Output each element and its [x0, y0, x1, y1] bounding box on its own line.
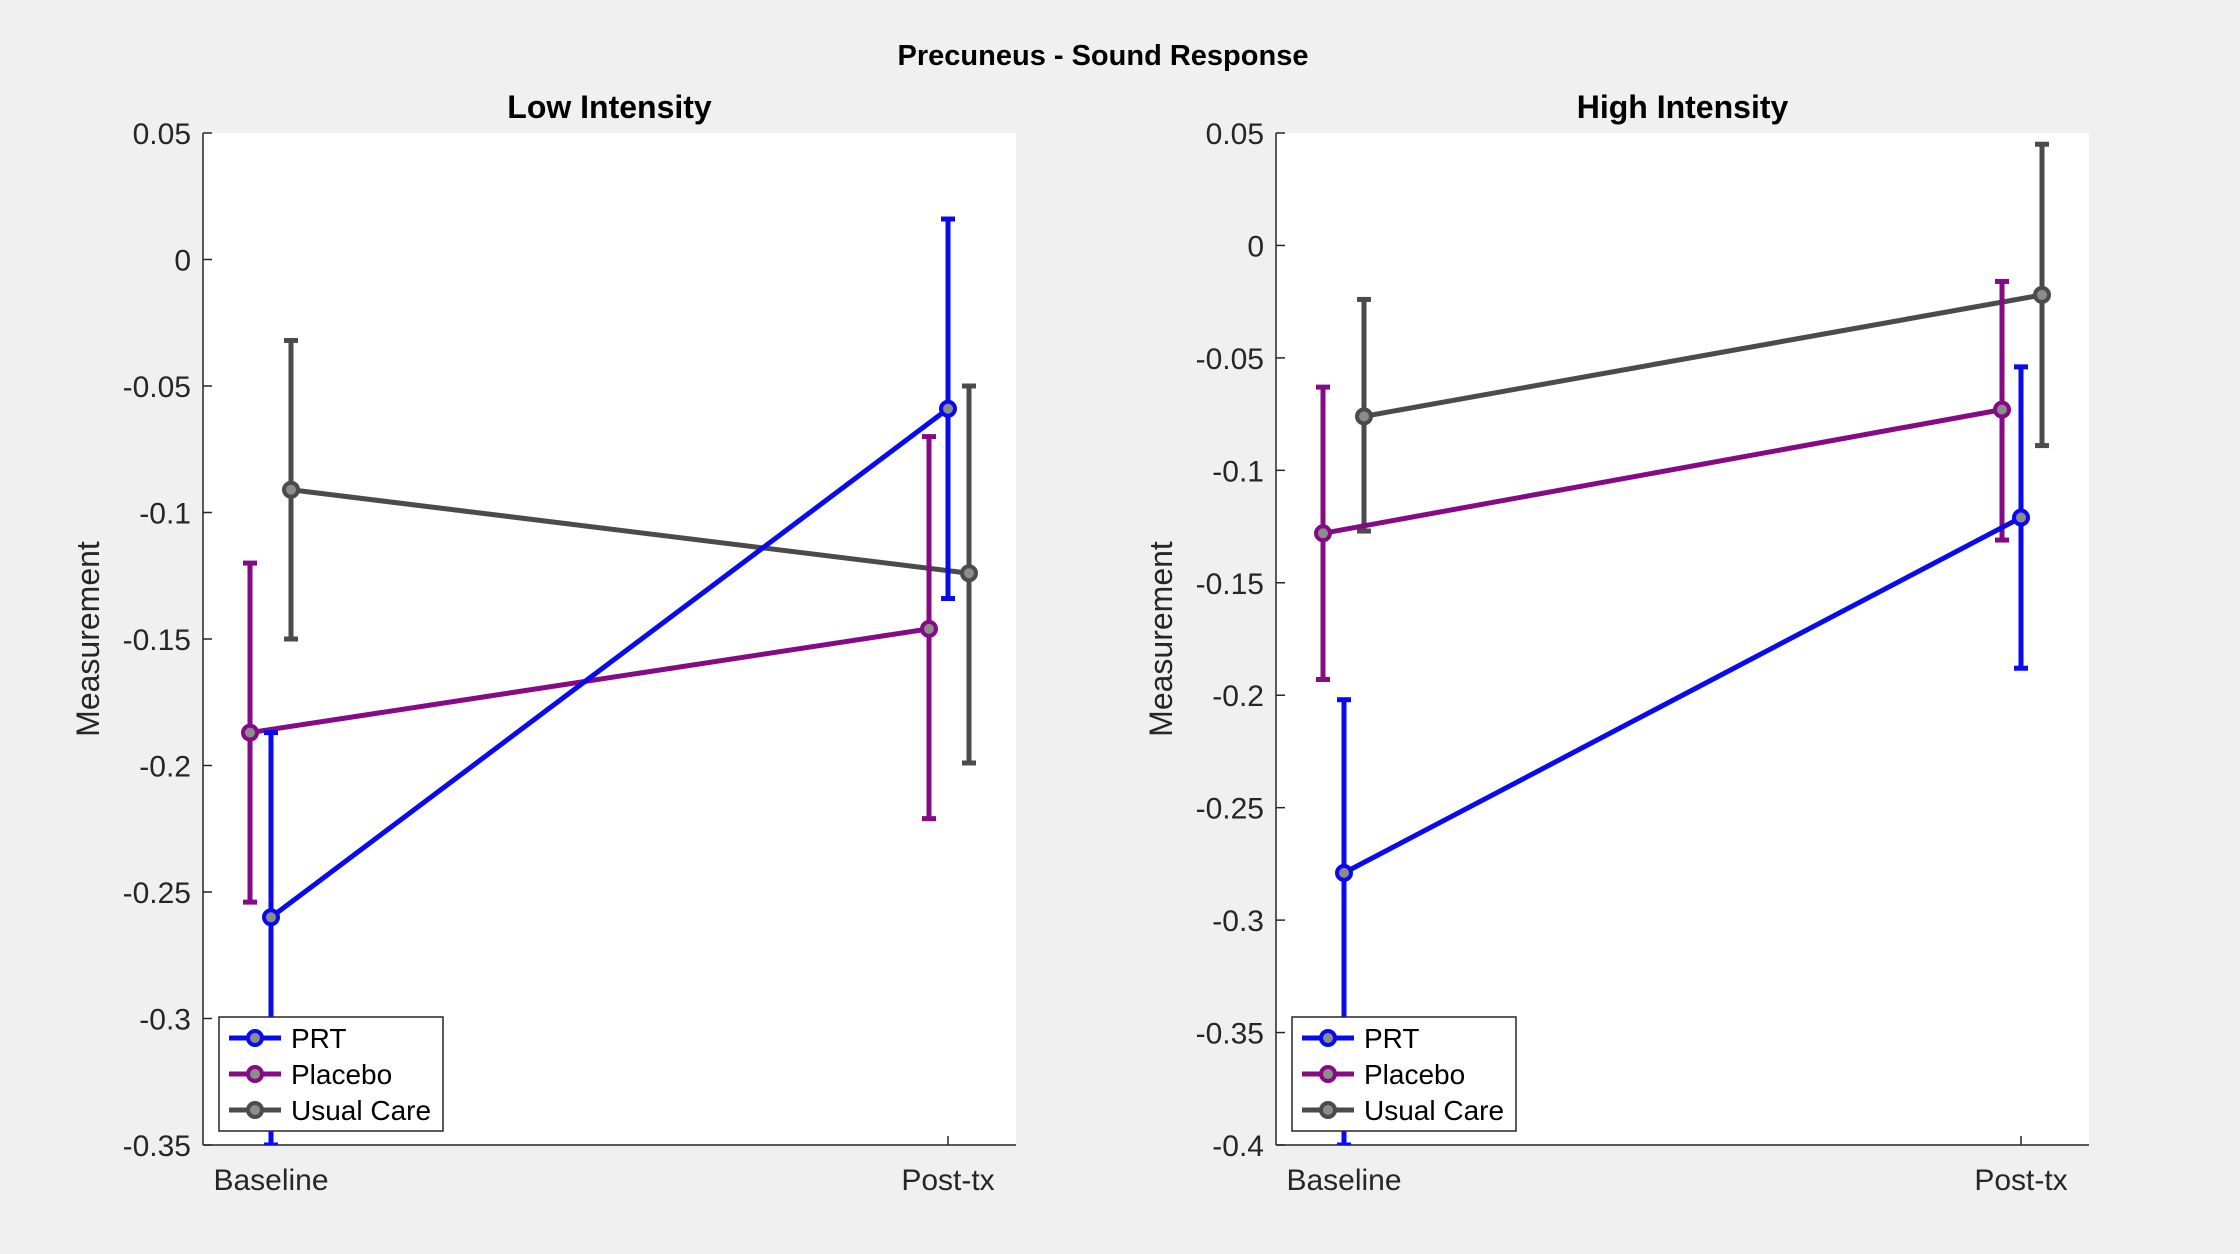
axes-background: [1276, 133, 2089, 1145]
legend: PRT Placebo Usual Care: [218, 1016, 444, 1132]
series-line-placebo: [1322, 407, 2003, 536]
series-usual-care: [282, 337, 978, 766]
y-tick-label: 0: [174, 245, 191, 278]
axes-background: [203, 133, 1016, 1145]
y-tick-label: -0.15: [123, 624, 191, 657]
legend-swatch-marker-prt: [246, 1029, 264, 1047]
legend-label-usual-care: Usual Care: [291, 1095, 431, 1126]
y-tick-label: -0.1: [139, 498, 191, 531]
series-line-usual-care: [290, 487, 970, 576]
legend: PRT Placebo Usual Care: [1291, 1016, 1517, 1132]
data-point-usual-care: [282, 480, 300, 499]
plot-area: [241, 216, 978, 1145]
y-tick-label: -0.25: [123, 877, 191, 910]
series-line-prt: [1342, 515, 2023, 876]
data-point-usual-care: [960, 564, 978, 583]
y-tick-label: -0.2: [1212, 680, 1264, 713]
y-tick-label: 0.05: [133, 118, 191, 151]
series-placebo: [1314, 278, 2011, 682]
y-tick-label: -0.2: [139, 751, 191, 784]
y-tick-label: -0.3: [139, 1004, 191, 1037]
legend-swatch-marker-placebo: [1319, 1065, 1337, 1083]
legend-label-prt: PRT: [1364, 1023, 1420, 1054]
data-point-placebo: [241, 723, 259, 742]
data-point-placebo: [1314, 524, 1332, 543]
plot-area: [1314, 141, 2051, 1145]
y-tick-label: -0.05: [123, 371, 191, 404]
axes-title: High Intensity: [1577, 89, 1789, 125]
data-point-usual-care: [1355, 407, 1373, 426]
y-tick-label: -0.35: [123, 1130, 191, 1163]
series-line-prt: [269, 406, 950, 920]
x-tick-label: Post-tx: [901, 1164, 994, 1197]
data-point-placebo: [920, 619, 938, 638]
x-tick-label: Baseline: [213, 1164, 328, 1197]
data-point-prt: [2012, 508, 2030, 527]
y-tick-label: -0.1: [1212, 455, 1264, 488]
y-tick-label: -0.3: [1212, 905, 1264, 938]
figure-title: Precuneus - Sound Response: [898, 40, 1309, 72]
legend-label-placebo: Placebo: [291, 1059, 392, 1090]
data-point-prt: [1335, 863, 1353, 882]
legend-swatch-marker-placebo: [246, 1065, 264, 1083]
x-tick-label: Baseline: [1286, 1164, 1401, 1197]
series-line-usual-care: [1363, 292, 2043, 419]
y-tick-label: -0.4: [1212, 1130, 1264, 1163]
y-tick-label: -0.35: [1196, 1018, 1264, 1051]
chart-panel-1: Low Intensity Measurement 0.05 0 -0.05 -0.1 -0…: [70, 89, 1016, 1197]
y-tick-label: 0.05: [1206, 118, 1264, 151]
data-point-prt: [939, 399, 957, 418]
y-tick-label: 0: [1247, 230, 1264, 263]
data-point-placebo: [1993, 400, 2011, 419]
chart-panel-2: High Intensity Measurement 0.05 0 -0.05 -0.1 -…: [1143, 89, 2089, 1197]
x-tick-label: Post-tx: [1974, 1164, 2067, 1197]
legend-swatch-marker-usual-care: [1319, 1101, 1337, 1119]
axes-title: Low Intensity: [507, 89, 712, 125]
y-axis-label: Measurement: [1143, 541, 1179, 737]
legend-swatch-marker-usual-care: [246, 1101, 264, 1119]
series-usual-care: [1355, 141, 2051, 534]
y-axis-label: Measurement: [70, 541, 106, 737]
y-tick-label: -0.25: [1196, 793, 1264, 826]
legend-label-usual-care: Usual Care: [1364, 1095, 1504, 1126]
legend-swatch-marker-prt: [1319, 1029, 1337, 1047]
y-tick-label: -0.05: [1196, 343, 1264, 376]
data-point-prt: [262, 908, 280, 927]
y-tick-label: -0.15: [1196, 568, 1264, 601]
data-point-usual-care: [2033, 285, 2051, 304]
legend-label-placebo: Placebo: [1364, 1059, 1465, 1090]
legend-label-prt: PRT: [291, 1023, 347, 1054]
